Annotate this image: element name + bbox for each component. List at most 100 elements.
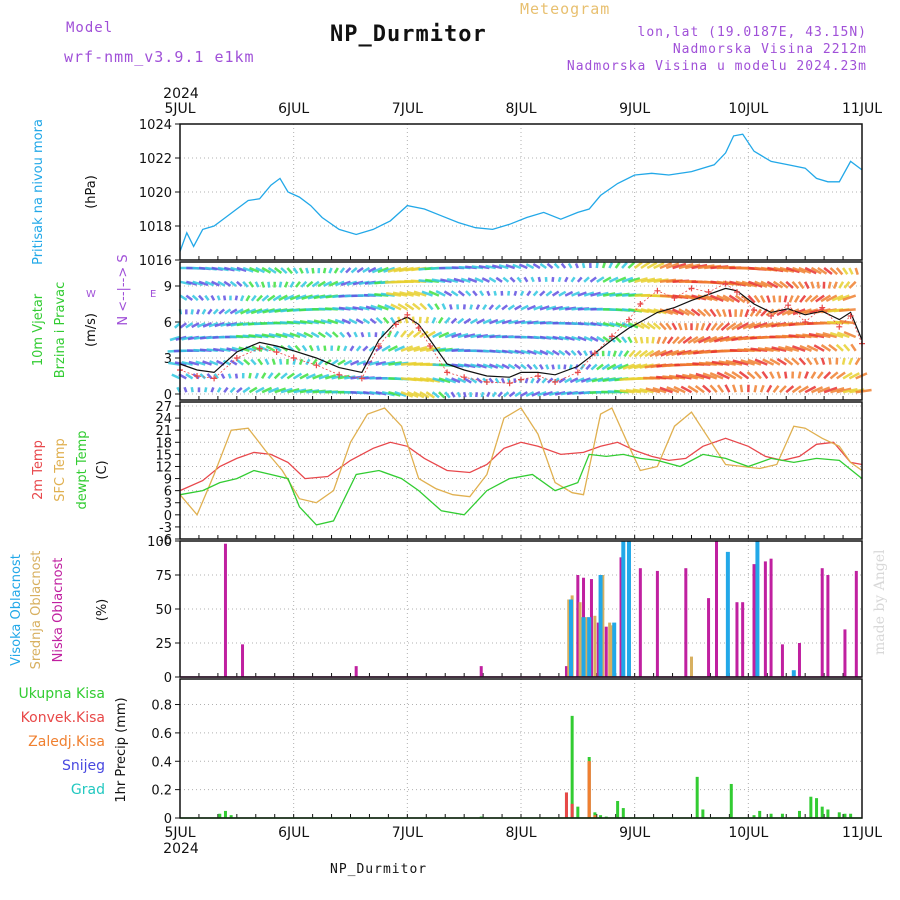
wind-arrow <box>495 276 503 283</box>
wind-arrow <box>438 331 450 339</box>
wind-arrow <box>488 276 497 283</box>
wind-arrow <box>375 360 387 366</box>
wind-arrow <box>535 377 541 384</box>
wind-arrow <box>284 281 289 288</box>
page-title: NP_Durmitor <box>330 22 487 47</box>
wind-arrow <box>546 262 554 269</box>
wind-arrow <box>384 304 396 311</box>
wind-arrow <box>633 261 643 269</box>
wind-arrow <box>451 332 462 339</box>
wind-arrow <box>294 344 301 352</box>
wind-arrow <box>558 335 570 341</box>
bar-precip_total <box>223 810 227 818</box>
wind-arrow <box>558 306 570 311</box>
wind-arrow <box>596 291 609 297</box>
precip-axis-label: 1hr Precip (mm) <box>114 697 129 802</box>
wind-arrow <box>463 377 472 384</box>
wind-arrow <box>827 281 832 289</box>
wind-arrow <box>633 336 639 344</box>
wind-arrow <box>502 391 510 398</box>
wind-arrow <box>339 331 346 338</box>
wind-arrow <box>523 276 529 283</box>
wind-arrow <box>226 347 238 353</box>
y-tick-label: 3 <box>164 352 172 367</box>
bar-cloud_low <box>752 564 756 677</box>
wind-arrow <box>248 266 260 274</box>
wind-arrow <box>672 262 687 270</box>
wind-arrow <box>334 318 345 325</box>
wind-arrow <box>694 384 705 394</box>
wind-gust-point <box>574 369 581 376</box>
wind-arrow <box>815 294 825 303</box>
wind-arrow <box>494 304 502 311</box>
wind-arrow <box>526 290 532 297</box>
wind-arrow <box>266 294 276 302</box>
wind-arrow <box>722 294 735 303</box>
wind-arrow <box>545 305 557 311</box>
wind-arrow <box>854 357 861 366</box>
wind-arrow <box>772 295 776 303</box>
wind-arrow <box>450 317 458 325</box>
wind-arrow <box>810 371 817 380</box>
wind-arrow <box>328 280 339 287</box>
wind-arrow <box>412 302 421 311</box>
wind-arrow <box>450 290 459 297</box>
wind-arrow <box>369 318 377 325</box>
bar-cloud_low <box>741 602 745 677</box>
wind-arrow <box>843 281 851 289</box>
wind-arrow <box>574 262 579 269</box>
compass-east: E <box>150 289 156 300</box>
bar-cloud_low <box>564 666 568 677</box>
wind-arrow <box>512 263 522 270</box>
wind-arrow <box>337 374 350 380</box>
wind-arrow <box>190 309 194 315</box>
wind-arrow <box>463 333 476 339</box>
wind-arrow <box>804 266 817 275</box>
wind-arrow <box>798 266 812 275</box>
wind-arrow <box>753 322 768 329</box>
wind-arrow <box>848 357 854 366</box>
wind-arrow <box>718 360 736 366</box>
wind-arrow <box>761 370 769 380</box>
wind-arrow <box>678 308 690 317</box>
wind-arrow <box>305 280 314 288</box>
wind-arrow <box>260 281 266 288</box>
bar-cloud_low <box>619 557 623 677</box>
wind-arrow <box>553 262 560 269</box>
wind-arrow <box>577 291 587 297</box>
wind-arrow <box>779 385 787 394</box>
wind-arrow <box>614 336 622 344</box>
wind-arrow <box>734 294 746 304</box>
bar-cloud_high <box>755 541 760 677</box>
wind-arrow <box>589 276 597 283</box>
wind-arrow <box>724 384 731 393</box>
wind-arrow <box>389 316 396 324</box>
wind-arrow <box>716 384 725 393</box>
wind-arrow <box>721 308 727 318</box>
wind-arrow <box>451 377 461 384</box>
wind-arrow <box>728 309 732 318</box>
wind-arrow <box>799 344 812 352</box>
wind-arrow <box>798 385 809 394</box>
wind-arrow <box>628 349 636 358</box>
wind-arrow <box>551 364 555 370</box>
wind-arrow <box>577 335 587 342</box>
wind-arrow <box>446 278 459 284</box>
wind-arrow <box>848 267 854 275</box>
wind-arrow <box>331 374 343 380</box>
wind-arrow <box>381 344 391 352</box>
wind-arrow <box>195 360 206 366</box>
wind-arrow <box>275 332 288 339</box>
wind-arrow <box>817 386 831 394</box>
wind-arrow <box>783 371 788 379</box>
wind-arrow <box>683 322 688 331</box>
wind-arrow <box>220 373 226 379</box>
wind-arrow <box>595 262 599 269</box>
wind-arrow <box>234 373 239 379</box>
wind-arrow <box>621 276 634 283</box>
wind-arrow <box>702 372 718 380</box>
bar-precip_total <box>815 798 819 818</box>
y-tick-label: 0.6 <box>151 727 172 742</box>
wind-arrow <box>322 280 333 288</box>
x-tick-label-top: 8JUL <box>505 101 536 117</box>
